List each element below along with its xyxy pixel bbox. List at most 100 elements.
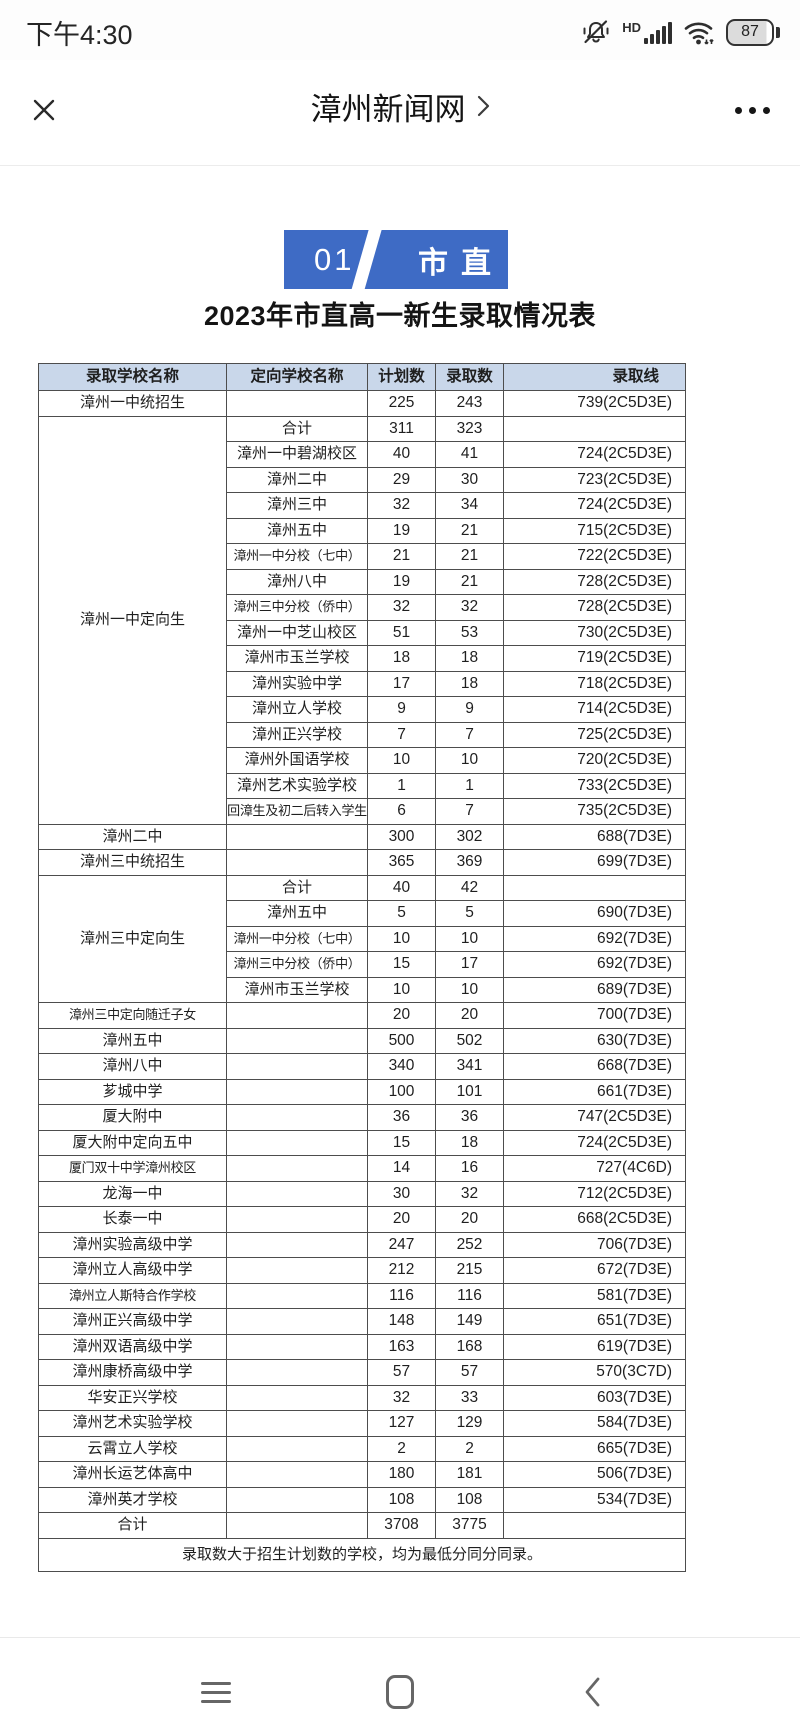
admitted-cell: 18 — [435, 670, 504, 697]
cutoff-cell: 718(2C5D3E) — [503, 670, 686, 697]
plan-cell: 18 — [367, 645, 436, 672]
school-cell: 芗城中学 — [38, 1078, 227, 1105]
admitted-cell: 10 — [435, 925, 504, 952]
chevron-right-icon — [477, 95, 489, 117]
home-icon — [386, 1675, 414, 1709]
school-cell: 厦门双十中学漳州校区 — [38, 1155, 227, 1182]
school-cell: 漳州一中定向生 — [38, 415, 227, 825]
target-cell: 合计 — [226, 415, 368, 442]
target-cell: 漳州三中分校（侨中） — [226, 951, 368, 978]
admitted-cell: 21 — [435, 543, 504, 570]
admitted-cell: 18 — [435, 645, 504, 672]
target-cell: 漳州立人学校 — [226, 696, 368, 723]
back-button[interactable] — [562, 1662, 622, 1722]
wifi-icon — [684, 22, 714, 45]
cutoff-cell — [503, 415, 686, 442]
table-row: 漳州一中统招生 225 243 739(2C5D3E) — [38, 390, 686, 417]
table-row: 漳州英才学校 108 108 534(7D3E) — [38, 1486, 686, 1513]
admitted-cell: 7 — [435, 798, 504, 825]
cutoff-cell: 725(2C5D3E) — [503, 721, 686, 748]
plan-cell: 311 — [367, 415, 436, 442]
cutoff-cell: 668(7D3E) — [503, 1053, 686, 1080]
plan-cell: 148 — [367, 1308, 436, 1335]
more-icon — [735, 106, 770, 114]
plan-cell: 7 — [367, 721, 436, 748]
target-cell — [226, 1027, 368, 1054]
target-cell — [226, 1053, 368, 1080]
plan-cell: 5 — [367, 900, 436, 927]
plan-cell: 19 — [367, 517, 436, 544]
table-header-row: 录取学校名称 定向学校名称 计划数 录取数 录取线 — [38, 363, 686, 391]
admitted-cell: 9 — [435, 696, 504, 723]
badge-label: 市直 — [418, 246, 504, 280]
plan-cell: 365 — [367, 849, 436, 876]
cutoff-cell: 733(2C5D3E) — [503, 772, 686, 799]
table-row: 漳州一中定向生 合计 311 323 — [38, 415, 686, 825]
target-cell — [226, 823, 368, 850]
table-row: 漳州外国语学校 10 10 720(2C5D3E) — [39, 747, 686, 774]
table-row: 合计 3708 3775 — [38, 1512, 686, 1539]
target-cell — [226, 1512, 368, 1539]
school-cell: 龙海一中 — [38, 1180, 227, 1207]
source-title[interactable]: 漳州新闻网 — [0, 60, 800, 152]
cutoff-cell: 735(2C5D3E) — [503, 798, 686, 825]
table-row: 漳州艺术实验学校 127 129 584(7D3E) — [38, 1410, 686, 1437]
home-button[interactable] — [370, 1662, 430, 1722]
plan-cell: 32 — [367, 492, 436, 519]
table-row: 漳州三中 32 34 724(2C5D3E) — [39, 492, 686, 519]
admitted-cell: 34 — [435, 492, 504, 519]
plan-cell: 247 — [367, 1231, 436, 1258]
source-title-text: 漳州新闻网 — [310, 91, 466, 127]
admitted-cell: 30 — [435, 466, 504, 493]
admitted-cell: 20 — [435, 1206, 504, 1233]
school-cell: 漳州艺术实验学校 — [38, 1410, 227, 1437]
cutoff-cell: 581(7D3E) — [503, 1282, 686, 1309]
target-cell: 漳州八中 — [226, 568, 368, 595]
target-cell: 漳州五中 — [226, 517, 368, 544]
table-row: 漳州康桥高级中学 57 57 570(3C7D) — [38, 1359, 686, 1386]
table-row: 漳州三中统招生 365 369 699(7D3E) — [38, 849, 686, 876]
close-button[interactable] — [22, 88, 66, 132]
close-icon — [33, 99, 55, 121]
target-cell: 漳州市玉兰学校 — [226, 976, 368, 1003]
cutoff-cell: 728(2C5D3E) — [503, 568, 686, 595]
table-row: 厦门双十中学漳州校区 14 16 727(4C6D) — [38, 1155, 686, 1182]
admitted-cell: 42 — [435, 874, 504, 901]
admitted-cell: 21 — [435, 568, 504, 595]
mute-icon — [583, 20, 609, 44]
table-row: 漳州五中 19 21 715(2C5D3E) — [39, 517, 686, 544]
target-cell: 漳州三中 — [226, 492, 368, 519]
target-cell — [226, 390, 368, 417]
table-row: 漳州一中分校（七中） 21 21 722(2C5D3E) — [39, 543, 686, 570]
school-cell: 漳州长运艺体高中 — [38, 1461, 227, 1488]
badge-number: 01 — [314, 241, 355, 277]
back-icon — [585, 1677, 600, 1707]
cutoff-cell: 720(2C5D3E) — [503, 747, 686, 774]
admitted-cell: 33 — [435, 1384, 504, 1411]
plan-cell: 10 — [367, 747, 436, 774]
plan-cell: 17 — [367, 670, 436, 697]
admitted-cell: 1 — [435, 772, 504, 799]
target-cell — [226, 1333, 368, 1360]
school-cell: 漳州八中 — [38, 1053, 227, 1080]
recents-button[interactable] — [186, 1662, 246, 1722]
plan-cell: 2 — [367, 1435, 436, 1462]
admitted-cell: 10 — [435, 747, 504, 774]
admitted-cell: 32 — [435, 1180, 504, 1207]
plan-cell: 21 — [367, 543, 436, 570]
cutoff-cell: 619(7D3E) — [503, 1333, 686, 1360]
table-note-row: 录取数大于招生计划数的学校，均为最低分同分同录。 — [38, 1537, 686, 1572]
table-row: 漳州艺术实验学校 1 1 733(2C5D3E) — [39, 772, 686, 799]
table-row: 华安正兴学校 32 33 603(7D3E) — [38, 1384, 686, 1411]
cutoff-cell: 692(7D3E) — [503, 951, 686, 978]
table-row: 漳州实验高级中学 247 252 706(7D3E) — [38, 1231, 686, 1258]
plan-cell: 40 — [367, 441, 436, 468]
more-button[interactable] — [735, 88, 770, 132]
admitted-cell: 129 — [435, 1410, 504, 1437]
table-row: 长泰一中 20 20 668(2C5D3E) — [38, 1206, 686, 1233]
target-cell — [226, 1257, 368, 1284]
target-cell: 漳州一中分校（七中） — [226, 543, 368, 570]
battery-level: 87 — [741, 23, 759, 40]
admitted-cell: 181 — [435, 1461, 504, 1488]
